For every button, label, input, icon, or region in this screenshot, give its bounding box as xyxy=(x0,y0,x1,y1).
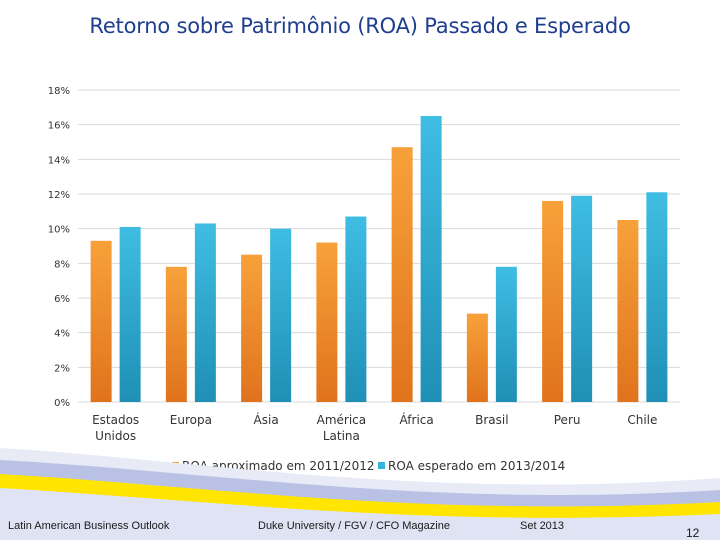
footer-decoration xyxy=(0,448,720,540)
bar-past xyxy=(316,242,338,402)
bar-past xyxy=(617,220,639,402)
y-tick-label: 6% xyxy=(54,294,70,305)
x-tick-label: África xyxy=(400,412,434,427)
y-tick-label: 0% xyxy=(54,398,70,409)
x-tick-label: Estados Unidos xyxy=(92,413,139,443)
y-tick-label: 10% xyxy=(48,225,70,236)
x-axis: Estados Unidos Europa Ásia América Latina Áfri… xyxy=(92,412,657,443)
bar-past xyxy=(241,254,263,402)
bar-past xyxy=(90,240,112,402)
bar-expected xyxy=(194,223,216,402)
y-tick-label: 18% xyxy=(48,86,70,97)
bar-expected xyxy=(119,226,141,402)
bar-expected xyxy=(420,116,442,402)
footer-left: Latin American Business Outlook xyxy=(8,520,170,532)
x-tick-label: Europa xyxy=(170,413,212,427)
y-tick-label: 8% xyxy=(54,259,70,270)
bar-expected xyxy=(646,192,668,402)
footer-date: Set 2013 xyxy=(520,520,565,532)
footer-center: Duke University / FGV / CFO Magazine xyxy=(258,520,450,532)
y-tick-label: 14% xyxy=(48,155,70,166)
slide-title: Retorno sobre Patrimônio (ROA) Passado e… xyxy=(89,14,631,38)
y-tick-label: 4% xyxy=(54,329,70,340)
x-tick-label: Brasil xyxy=(475,413,508,427)
legend-label: ROA esperado em 2013/2014 xyxy=(388,459,565,473)
x-tick-label: América Latina xyxy=(317,413,367,443)
bar-expected xyxy=(270,228,292,402)
bar-expected xyxy=(571,195,593,402)
bar-expected xyxy=(345,216,367,402)
y-tick-label: 16% xyxy=(48,121,70,132)
y-tick-label: 2% xyxy=(54,363,70,374)
bar-past xyxy=(165,266,187,402)
page-number: 12 xyxy=(686,526,700,540)
x-tick-label: Chile xyxy=(627,413,657,427)
bar-past xyxy=(466,313,488,402)
bar-expected xyxy=(495,266,517,402)
x-tick-label: Peru xyxy=(554,413,581,427)
bar-past xyxy=(391,147,413,402)
y-axis: 0% 2% 4% 6% 8% 10% 12% 14% 16% 18% xyxy=(48,86,70,409)
bar-past xyxy=(542,200,564,402)
legend-swatch xyxy=(378,462,385,469)
x-tick-label: Ásia xyxy=(254,412,279,427)
bars xyxy=(90,116,668,402)
y-tick-label: 12% xyxy=(48,190,70,201)
